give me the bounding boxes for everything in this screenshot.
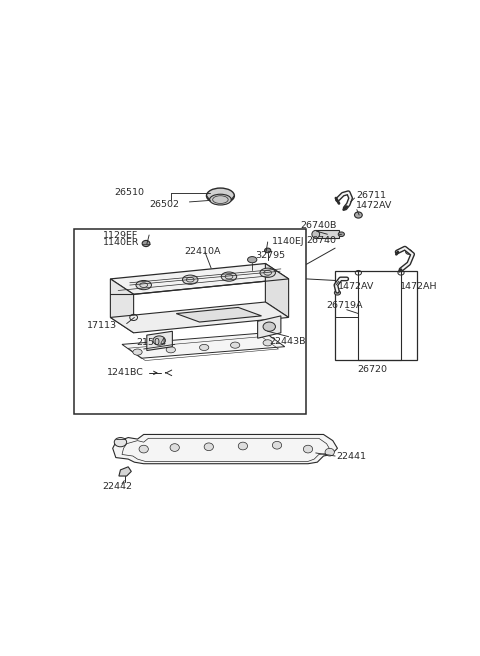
Text: 26720: 26720 [357, 365, 387, 375]
Ellipse shape [303, 445, 312, 453]
Ellipse shape [136, 281, 152, 290]
Polygon shape [147, 331, 172, 350]
Ellipse shape [210, 194, 231, 205]
Text: 1472AH: 1472AH [399, 282, 437, 291]
Polygon shape [122, 333, 285, 358]
Text: 26502: 26502 [149, 199, 179, 209]
Ellipse shape [153, 336, 166, 345]
Polygon shape [110, 264, 288, 295]
Ellipse shape [355, 212, 362, 218]
Polygon shape [265, 264, 288, 318]
Ellipse shape [312, 230, 320, 238]
Text: 1140ER: 1140ER [103, 238, 139, 247]
Text: 26740B: 26740B [300, 220, 336, 230]
Ellipse shape [204, 443, 214, 451]
Polygon shape [113, 434, 337, 464]
Text: 26740: 26740 [306, 236, 336, 245]
Ellipse shape [272, 441, 282, 449]
Ellipse shape [170, 443, 180, 451]
Ellipse shape [263, 322, 276, 331]
Ellipse shape [230, 342, 240, 348]
Text: 22410A: 22410A [185, 247, 221, 256]
Ellipse shape [338, 232, 345, 237]
Polygon shape [119, 467, 132, 476]
Ellipse shape [139, 445, 148, 453]
Text: 26719A: 26719A [326, 301, 362, 310]
Ellipse shape [133, 349, 142, 355]
Polygon shape [258, 316, 281, 338]
Text: 22443B: 22443B [269, 337, 306, 346]
Ellipse shape [263, 340, 272, 346]
Ellipse shape [260, 268, 276, 277]
Text: 32795: 32795 [255, 251, 286, 260]
Bar [335, 271, 417, 359]
Ellipse shape [166, 346, 176, 353]
Ellipse shape [248, 256, 257, 263]
Text: 1129EF: 1129EF [103, 230, 138, 239]
Ellipse shape [182, 275, 198, 284]
Text: 1241BC: 1241BC [107, 369, 144, 377]
Ellipse shape [142, 240, 150, 247]
Ellipse shape [114, 438, 127, 447]
Ellipse shape [264, 248, 271, 253]
Polygon shape [110, 279, 133, 333]
Ellipse shape [200, 344, 209, 350]
Text: 1472AV: 1472AV [337, 282, 374, 291]
Text: 21504: 21504 [136, 338, 166, 347]
Ellipse shape [406, 250, 412, 255]
Ellipse shape [221, 272, 237, 281]
Text: 22441: 22441 [336, 451, 367, 461]
Bar [74, 229, 306, 414]
Text: 26711: 26711 [356, 192, 386, 200]
Ellipse shape [325, 448, 335, 456]
Ellipse shape [206, 188, 234, 203]
Ellipse shape [238, 442, 248, 450]
Text: 1140EJ: 1140EJ [272, 237, 304, 247]
Ellipse shape [335, 291, 340, 295]
Text: 17113: 17113 [87, 321, 117, 329]
Bar [316, 230, 339, 238]
Text: 22442: 22442 [103, 482, 132, 491]
Text: 1472AV: 1472AV [356, 201, 393, 211]
Text: 26510: 26510 [114, 188, 144, 197]
Polygon shape [176, 308, 262, 322]
Polygon shape [110, 302, 288, 333]
